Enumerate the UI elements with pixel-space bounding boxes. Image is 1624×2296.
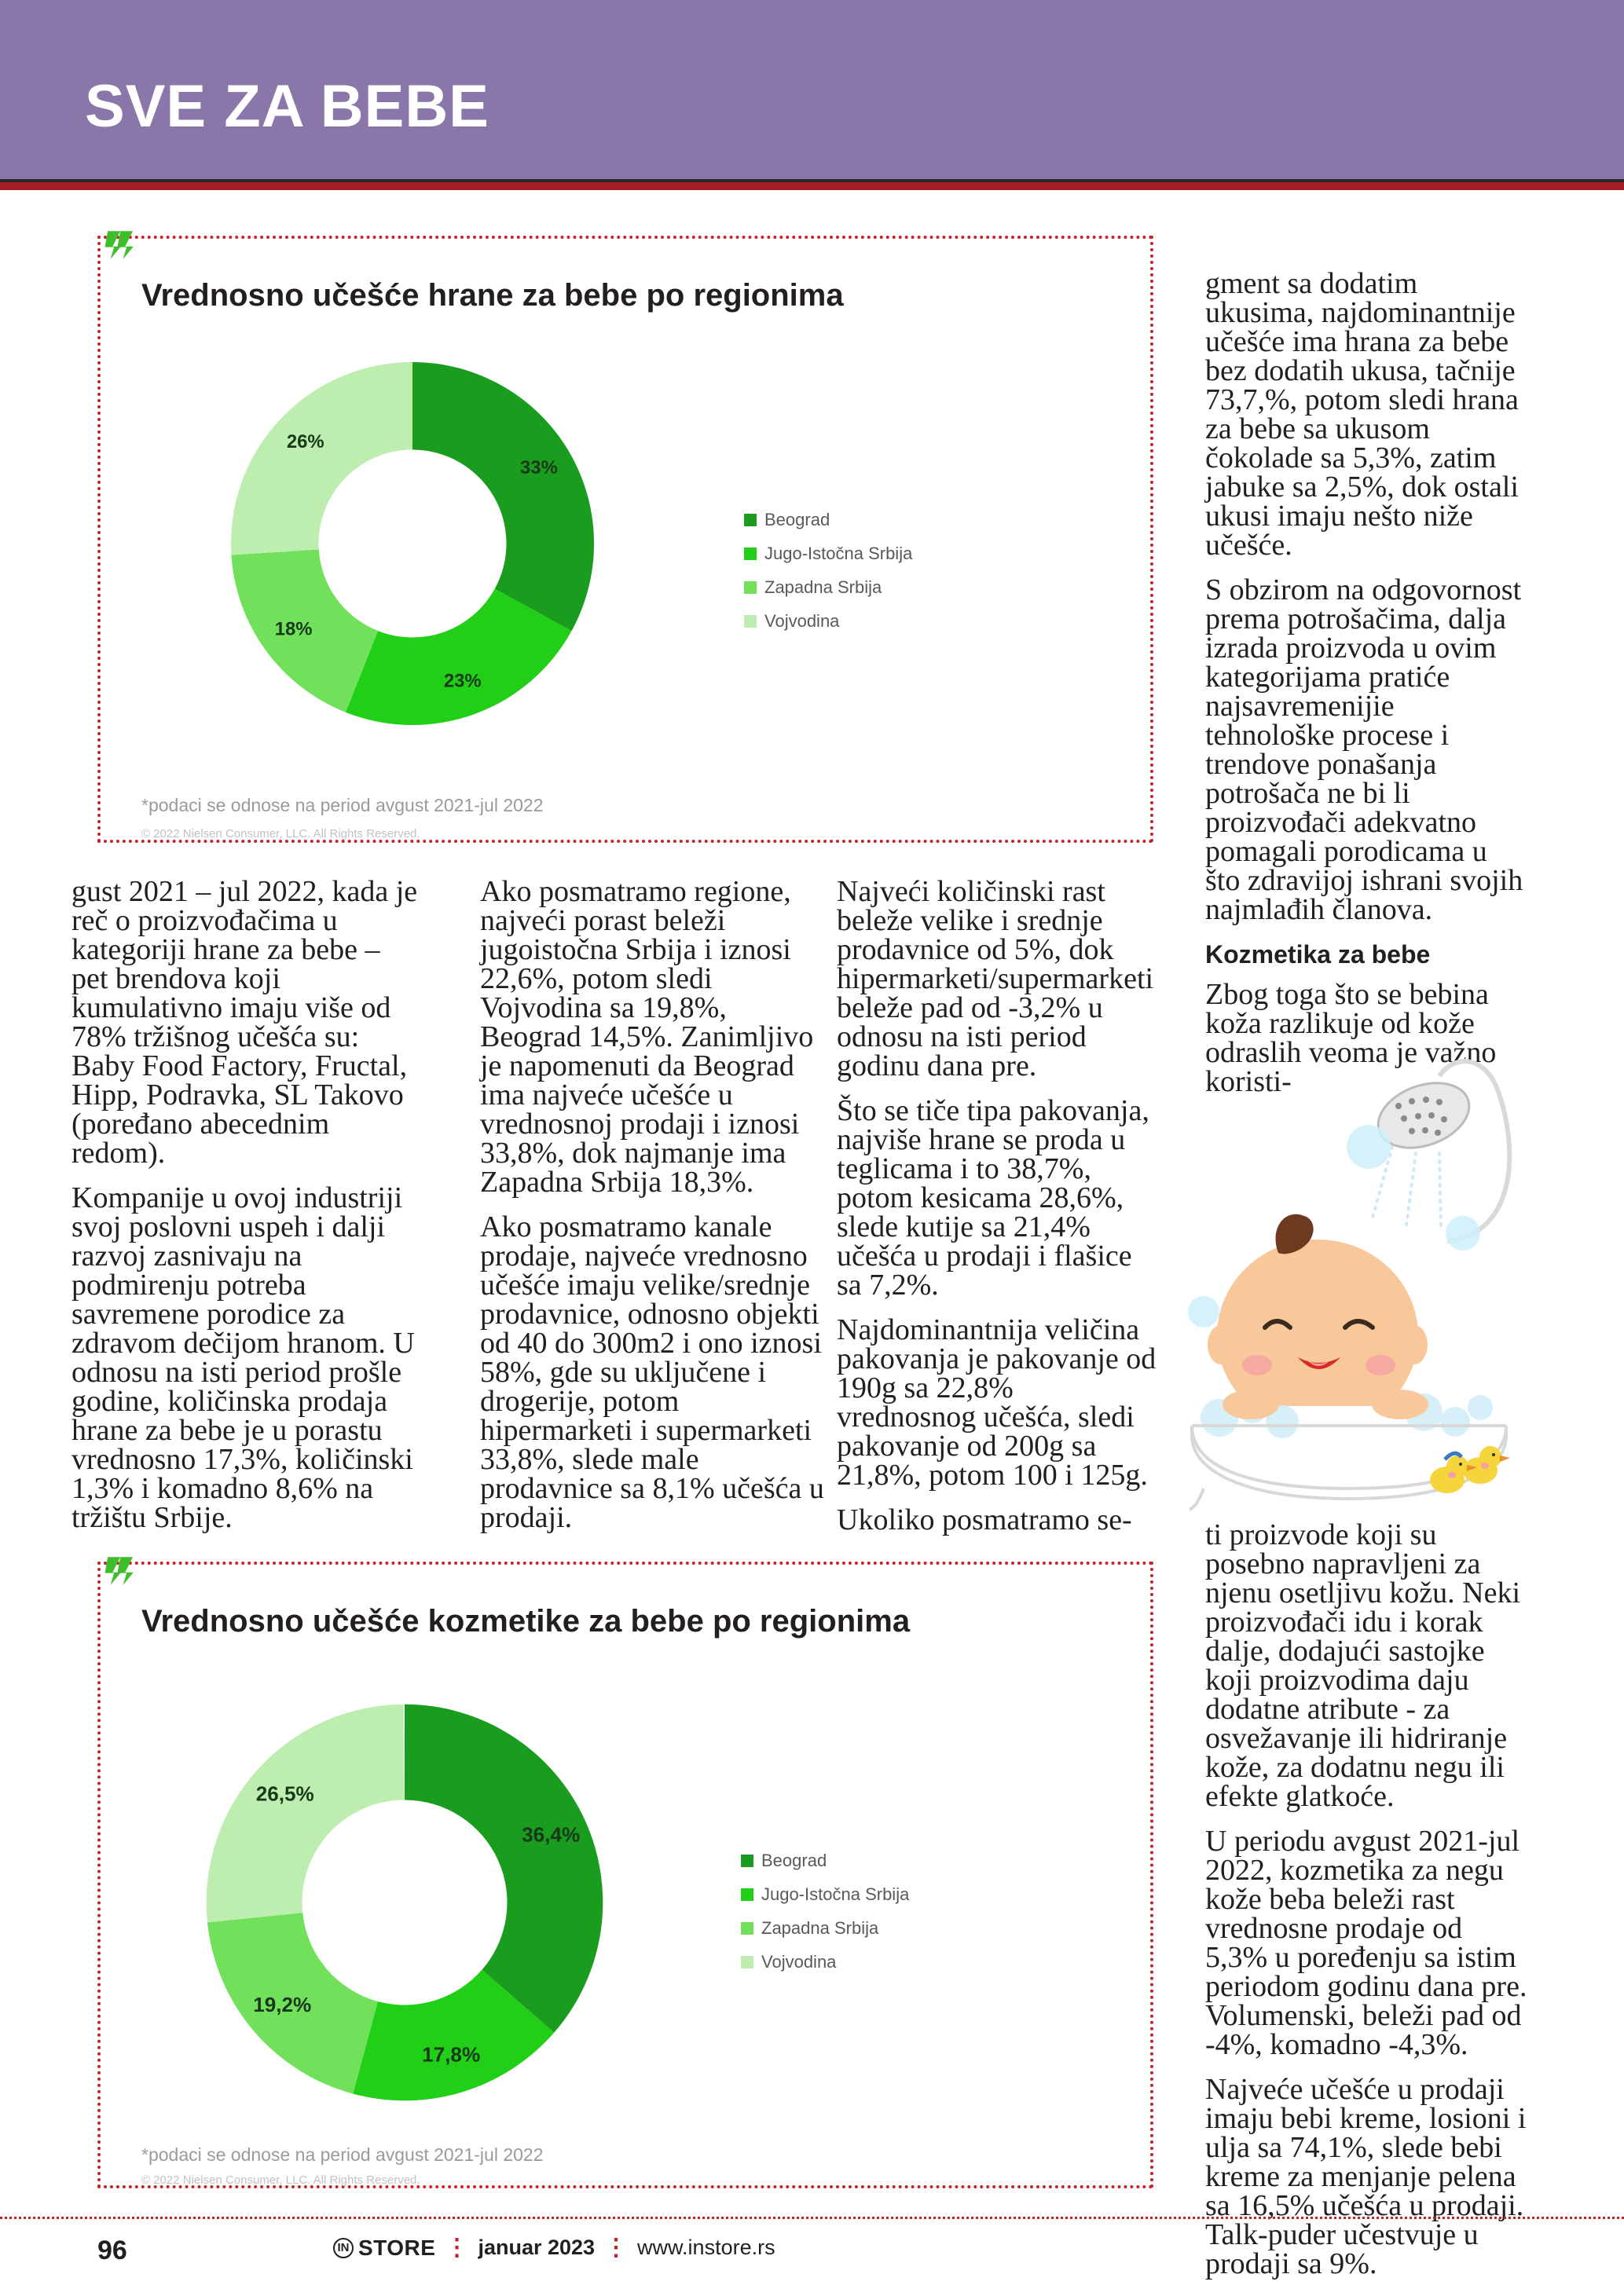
svg-text:26,5%: 26,5%	[256, 1782, 314, 1805]
svg-text:19,2%: 19,2%	[253, 1993, 311, 2016]
svg-text:23%: 23%	[444, 670, 482, 691]
svg-text:33%: 33%	[520, 457, 558, 478]
svg-text:36,4%: 36,4%	[522, 1823, 580, 1847]
svg-text:18%: 18%	[275, 618, 313, 639]
svg-text:26%: 26%	[287, 431, 324, 452]
svg-text:17,8%: 17,8%	[422, 2043, 480, 2067]
